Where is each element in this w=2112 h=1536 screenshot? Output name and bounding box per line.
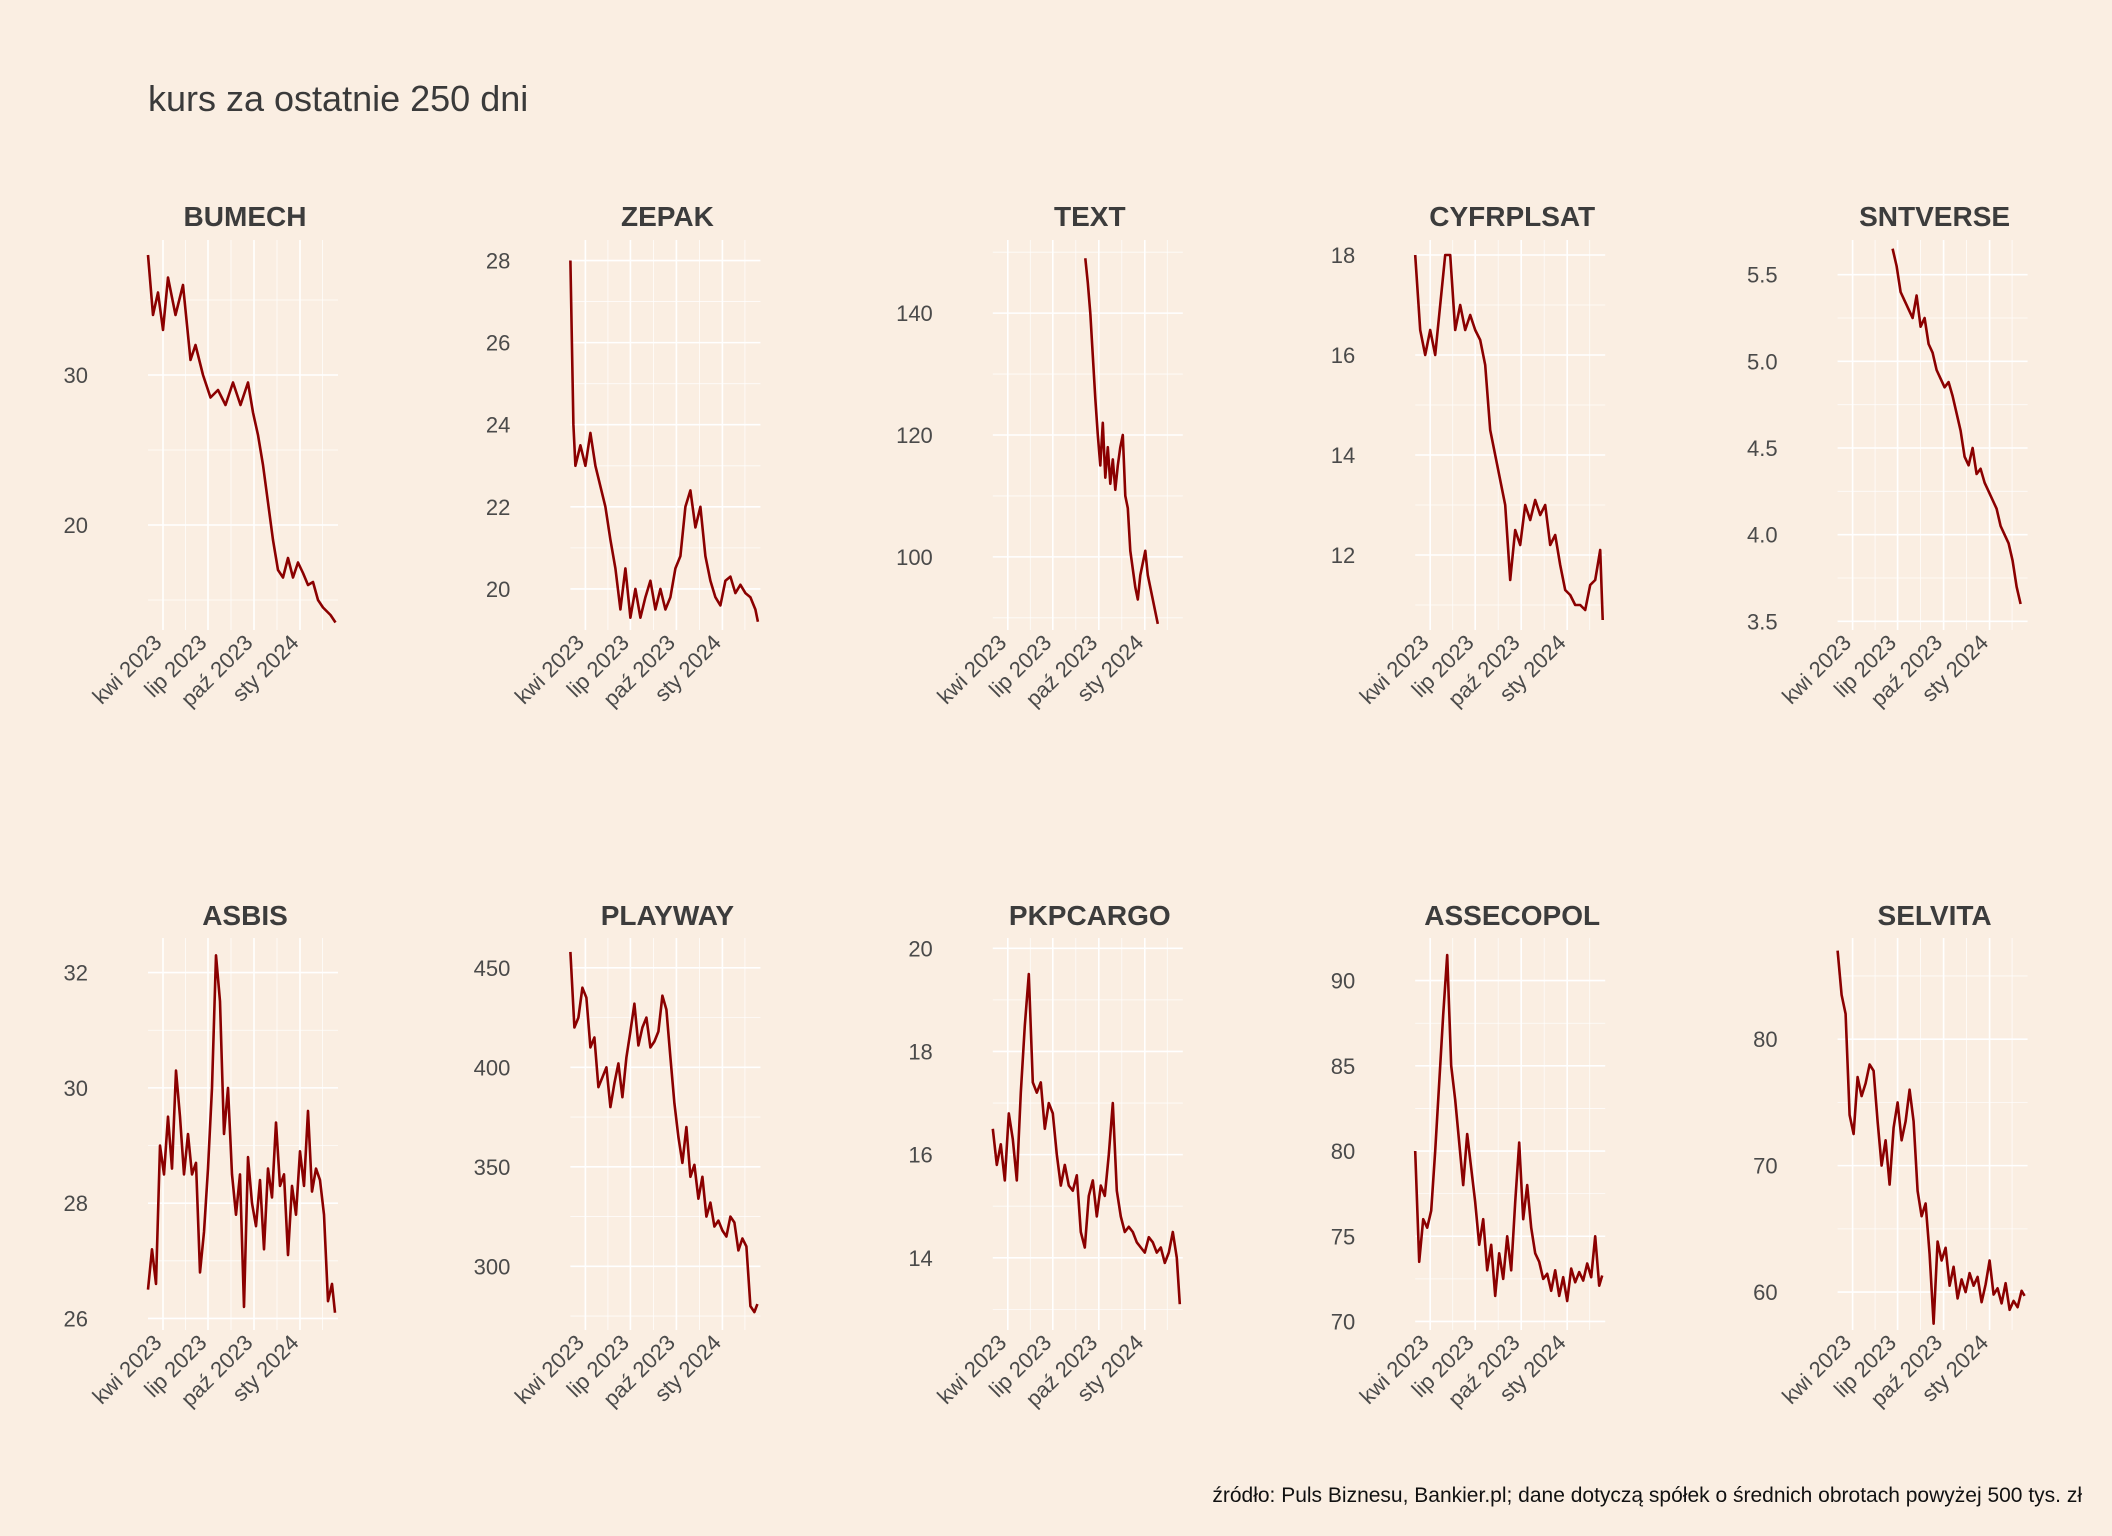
y-tick-label: 16	[908, 1143, 932, 1168]
y-tick-label: 12	[1331, 543, 1355, 568]
y-tick-label: 60	[1753, 1280, 1777, 1305]
series-line	[1413, 253, 1604, 621]
y-tick-label: 70	[1753, 1154, 1777, 1179]
source-caption: źródło: Puls Biznesu, Bankier.pl; dane d…	[1212, 1484, 2082, 1507]
y-tick-label: 80	[1753, 1027, 1777, 1052]
y-tick-label: 18	[1331, 243, 1355, 268]
series-line	[146, 254, 337, 624]
y-tick-label: 100	[896, 545, 933, 570]
series-line	[1836, 950, 2026, 1325]
y-tick-label: 75	[1331, 1224, 1355, 1249]
series-line	[146, 953, 337, 1313]
series-line	[1084, 258, 1160, 625]
y-tick-label: 22	[486, 495, 510, 520]
panel-title: ZEPAK	[621, 201, 714, 232]
y-tick-label: 26	[486, 331, 510, 356]
y-tick-label: 20	[908, 936, 932, 961]
y-tick-label: 24	[486, 413, 510, 438]
y-tick-label: 14	[1331, 443, 1355, 468]
series-line	[991, 972, 1182, 1305]
y-tick-label: 4.5	[1747, 436, 1778, 461]
panel-title: PLAYWAY	[601, 900, 735, 931]
panel-title: CYFRPLSAT	[1429, 201, 1595, 232]
panel-title: ASSECOPOL	[1424, 900, 1600, 931]
panel-title: SNTVERSE	[1859, 201, 2010, 232]
series-line	[569, 260, 760, 623]
y-tick-label: 26	[64, 1306, 88, 1331]
y-tick-label: 140	[896, 301, 933, 326]
panel-title: TEXT	[1054, 201, 1126, 232]
y-tick-label: 350	[474, 1155, 511, 1180]
y-tick-label: 28	[486, 249, 510, 274]
y-tick-label: 300	[474, 1254, 511, 1279]
series-line	[569, 951, 759, 1314]
series-line	[1413, 953, 1604, 1303]
panel-title: SELVITA	[1878, 900, 1992, 931]
y-tick-label: 85	[1331, 1054, 1355, 1079]
y-tick-label: 18	[908, 1039, 932, 1064]
y-tick-label: 400	[474, 1055, 511, 1080]
y-tick-label: 5.5	[1747, 263, 1778, 288]
y-tick-label: 70	[1331, 1309, 1355, 1334]
y-tick-label: 28	[64, 1191, 88, 1216]
y-tick-label: 14	[908, 1246, 932, 1271]
y-tick-label: 20	[64, 513, 88, 538]
y-tick-label: 30	[64, 1076, 88, 1101]
y-tick-label: 450	[474, 956, 511, 981]
y-tick-label: 120	[896, 423, 933, 448]
panel-title: ASBIS	[202, 900, 288, 931]
panel-title: PKPCARGO	[1009, 900, 1171, 931]
page-title: kurs za ostatnie 250 dni	[148, 78, 529, 119]
y-tick-label: 5.0	[1747, 349, 1778, 374]
y-tick-label: 20	[486, 577, 510, 602]
y-tick-label: 4.0	[1747, 523, 1778, 548]
y-tick-label: 80	[1331, 1139, 1355, 1164]
series-line	[1891, 248, 2022, 605]
y-tick-label: 16	[1331, 343, 1355, 368]
y-tick-label: 32	[64, 961, 88, 986]
y-tick-label: 90	[1331, 969, 1355, 994]
y-tick-label: 3.5	[1747, 609, 1778, 634]
y-tick-label: 30	[64, 363, 88, 388]
panel-title: BUMECH	[184, 201, 307, 232]
